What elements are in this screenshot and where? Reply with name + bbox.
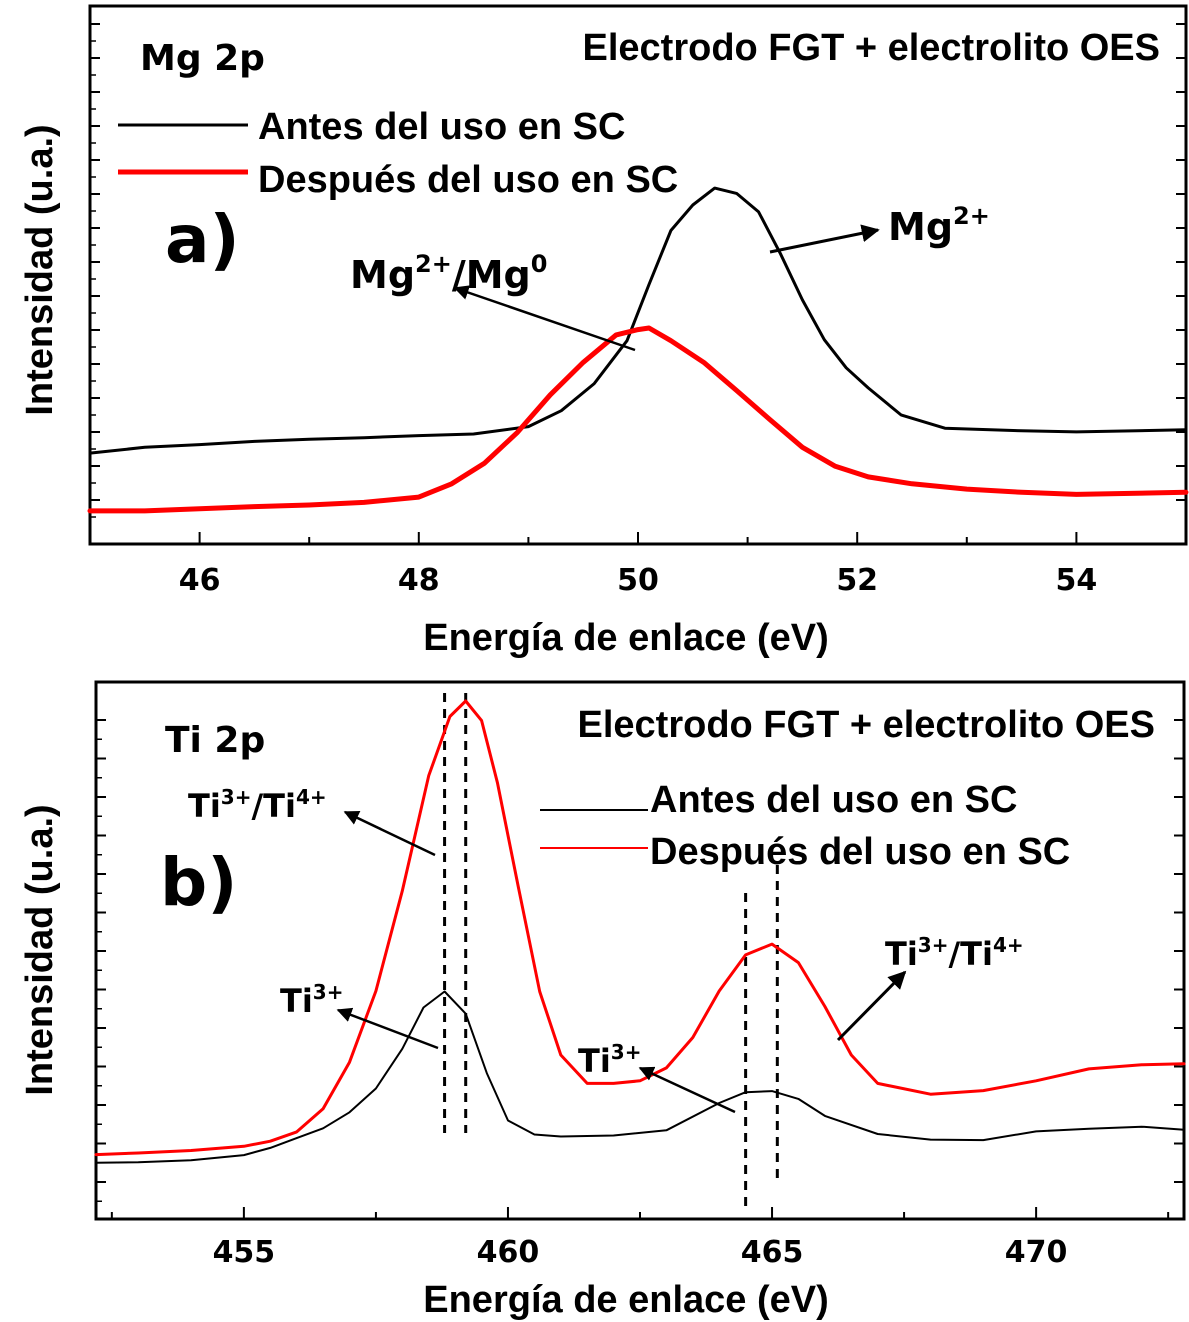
panel-b: 455 460 465 470 Ti 2p Electrodo FGT + elect… — [19, 680, 1186, 1321]
x-tick-labels-b: 455 460 465 470 — [213, 1235, 1068, 1270]
annotation-mg2plus: Mg2+ — [769, 202, 990, 254]
svg-text:Ti3+/Ti4+: Ti3+/Ti4+ — [885, 933, 1024, 973]
annotation-base-ti3-ti4-left: Ti — [188, 787, 221, 825]
legend-label-b-after: Después del uso en SC — [650, 831, 1070, 873]
x-tick-label: 48 — [398, 563, 440, 598]
element-label-b: Ti 2p — [165, 720, 265, 761]
tick-marks-a — [89, 23, 1187, 544]
x-axis-label-a: Energía de enlace (eV) — [423, 617, 829, 659]
x-axis-label-b: Energía de enlace (eV) — [423, 1279, 829, 1321]
annotation-ti3-left: Ti3+ — [280, 980, 439, 1050]
svg-text:Ti3+: Ti3+ — [578, 1040, 641, 1080]
legend-label-a-before: Antes del uso en SC — [258, 106, 625, 148]
annotation-sup-mg2plus-mg0: 2+ — [415, 250, 452, 278]
annotation-ti3-ti4-left: Ti3+/Ti4+ — [188, 785, 436, 857]
annotation-arrow-ti3-left — [336, 1007, 439, 1050]
legend-b: Antes del uso en SC Después del uso en S… — [540, 779, 1070, 873]
x-tick-label: 50 — [617, 563, 659, 598]
annotation-ti3-ti4-right: Ti3+/Ti4+ — [836, 933, 1024, 1042]
tick-marks-b — [96, 719, 1184, 1219]
annotation-arrow-ti3-right — [638, 1066, 736, 1114]
annotation-arrow-mg2plus — [769, 224, 880, 254]
chart-title-b: Electrodo FGT + electrolito OES — [578, 704, 1156, 746]
y-axis-label-b: Intensidad (u.a.) — [19, 804, 61, 1095]
plot-frame-a — [88, 4, 1188, 546]
reference-lines-b — [443, 693, 779, 1208]
panel-label-b: b) — [160, 844, 237, 921]
annotation-base-ti3-left: Ti — [280, 982, 313, 1020]
annotation-arrow-mg2plus-mg0 — [453, 285, 636, 352]
series-line-a-before — [88, 186, 1188, 455]
y-axis-label-a: Intensidad (u.a.) — [19, 124, 61, 415]
svg-text:Mg2+: Mg2+ — [888, 202, 990, 249]
panel-a: 46 48 50 52 54 Mg 2p Electrodo FGT + electro… — [19, 4, 1189, 659]
annotation-sup2-mg2plus-mg0: 0 — [531, 250, 548, 278]
svg-text:Ti3+: Ti3+ — [280, 980, 343, 1020]
annotation-sup-mg2plus: 2+ — [953, 202, 990, 230]
x-tick-label: 46 — [179, 563, 221, 598]
series-line-b-after — [94, 699, 1186, 1157]
x-tick-label: 460 — [477, 1235, 540, 1270]
x-tick-label: 52 — [836, 563, 878, 598]
annotation-mid-ti3-ti4-left: /Ti — [251, 787, 295, 825]
annotation-base-mg2plus: Mg — [888, 205, 953, 249]
legend-label-a-after: Después del uso en SC — [258, 159, 678, 201]
annotation-sup-ti3-left: 3+ — [313, 980, 344, 1004]
series-group-b — [94, 699, 1186, 1164]
annotation-base-ti3-right: Ti — [578, 1042, 611, 1080]
annotation-arrow-ti3-ti4-left — [343, 810, 436, 857]
x-tick-label: 455 — [213, 1235, 276, 1270]
annotation-ti3-right: Ti3+ — [578, 1040, 736, 1114]
x-tick-label: 54 — [1056, 563, 1098, 598]
annotation-sup2-ti3-ti4-left: 4+ — [296, 785, 327, 809]
annotation-mid-ti3-ti4-right: /Ti — [948, 935, 992, 973]
legend-a: Antes del uso en SC Después del uso en S… — [118, 106, 678, 201]
annotation-mg2plus-mg0: Mg2+/Mg0 — [350, 250, 636, 352]
legend-label-b-before: Antes del uso en SC — [650, 779, 1017, 821]
annotation-sup-ti3-right: 3+ — [611, 1040, 642, 1064]
chart-title-a: Electrodo FGT + electrolito OES — [583, 27, 1161, 69]
x-tick-labels-a: 46 48 50 52 54 — [179, 563, 1098, 598]
annotation-sup-ti3-ti4-right: 3+ — [918, 933, 949, 957]
panel-label-a: a) — [165, 201, 240, 278]
annotation-base-ti3-ti4-right: Ti — [885, 935, 918, 973]
annotation-base-mg2plus-mg0: Mg — [350, 253, 415, 297]
element-label-a: Mg 2p — [140, 38, 265, 79]
series-line-a-after — [87, 325, 1189, 514]
annotation-mid-mg2plus-mg0: /Mg — [452, 253, 531, 297]
annotation-sup2-ti3-ti4-right: 4+ — [993, 933, 1024, 957]
x-tick-label: 465 — [741, 1235, 804, 1270]
svg-text:Mg2+/Mg0: Mg2+/Mg0 — [350, 250, 547, 297]
annotation-sup-ti3-ti4-left: 3+ — [221, 785, 252, 809]
series-line-b-before — [95, 990, 1185, 1164]
svg-text:Ti3+/Ti4+: Ti3+/Ti4+ — [188, 785, 327, 825]
annotation-arrow-ti3-ti4-right — [836, 970, 907, 1042]
x-tick-label: 470 — [1005, 1235, 1068, 1270]
series-group-a — [87, 186, 1189, 514]
